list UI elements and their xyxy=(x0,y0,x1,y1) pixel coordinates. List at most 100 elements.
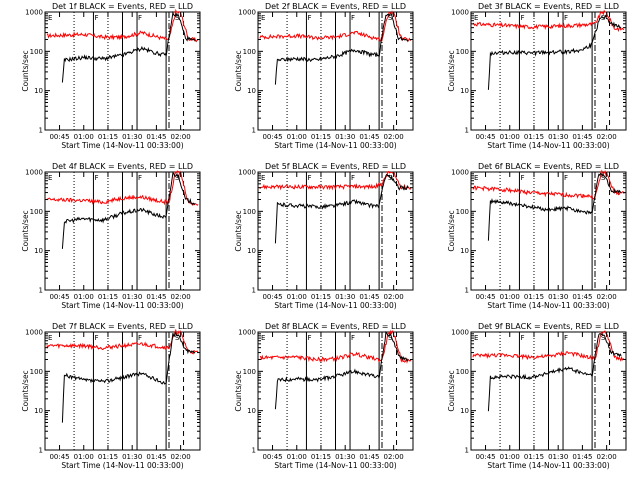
y-axis-label: Counts/sec xyxy=(21,370,30,411)
flag-label: F xyxy=(307,14,311,22)
x-tick-label: 01:45 xyxy=(572,133,592,141)
y-tick-label: 1 xyxy=(465,127,469,135)
x-axis-label: Start Time (14-Nov-11 00:33:00) xyxy=(274,141,396,150)
x-axis-label: Start Time (14-Nov-11 00:33:00) xyxy=(61,461,183,470)
y-axis-label: Counts/sec xyxy=(447,370,456,411)
y-tick-label: 100 xyxy=(243,48,256,56)
y-tick-label: 1000 xyxy=(238,169,256,177)
lld-series-line xyxy=(46,8,199,43)
y-tick-label: 100 xyxy=(456,208,469,216)
y-tick-label: 1 xyxy=(39,127,43,135)
events-series-line xyxy=(274,173,409,244)
y-tick-label: 10 xyxy=(247,87,256,95)
x-tick-label: 02:00 xyxy=(597,293,617,301)
panel-title: Det 1f BLACK = Events, RED = LLD xyxy=(52,2,193,11)
y-tick-label: 1 xyxy=(252,127,256,135)
detector-panel: Det 8f BLACK = Events, RED = LLD E F F S 1 10 1… xyxy=(213,320,426,480)
x-tick-label: 01:00 xyxy=(500,453,520,461)
x-tick-label: 01:30 xyxy=(122,453,142,461)
events-series-line xyxy=(61,10,196,83)
y-tick-label: 10 xyxy=(460,247,469,255)
y-axis-label: Counts/sec xyxy=(234,210,243,251)
flag-label: S xyxy=(601,174,606,182)
y-tick-label: 1 xyxy=(252,287,256,295)
flag-label: F xyxy=(520,334,524,342)
flag-label: E xyxy=(474,174,478,182)
x-tick-label: 01:00 xyxy=(287,293,307,301)
flag-label: F xyxy=(307,174,311,182)
x-tick-label: 01:45 xyxy=(359,133,379,141)
events-series-line xyxy=(487,14,622,90)
x-tick-label: 02:00 xyxy=(171,293,191,301)
y-tick-label: 1 xyxy=(39,447,43,455)
x-tick-label: 01:00 xyxy=(500,293,520,301)
panel-title: Det 4f BLACK = Events, RED = LLD xyxy=(52,162,193,171)
x-tick-label: 01:00 xyxy=(500,133,520,141)
events-series-line xyxy=(487,333,622,412)
flag-label: E xyxy=(48,174,52,182)
y-tick-label: 100 xyxy=(30,368,43,376)
x-tick-label: 00:45 xyxy=(475,293,495,301)
x-tick-label: 01:00 xyxy=(287,453,307,461)
x-tick-label: 00:45 xyxy=(262,293,282,301)
y-tick-label: 10 xyxy=(34,247,43,255)
x-axis-label: Start Time (14-Nov-11 00:33:00) xyxy=(487,141,609,150)
x-tick-label: 02:00 xyxy=(384,453,404,461)
x-tick-label: 01:45 xyxy=(359,453,379,461)
x-axis-label: Start Time (14-Nov-11 00:33:00) xyxy=(274,461,396,470)
flag-label: E xyxy=(261,334,265,342)
panel-title: Det 3f BLACK = Events, RED = LLD xyxy=(478,2,619,11)
flag-label: F xyxy=(138,334,142,342)
x-tick-label: 02:00 xyxy=(597,133,617,141)
flag-label: F xyxy=(564,334,568,342)
x-axis-label: Start Time (14-Nov-11 00:33:00) xyxy=(61,141,183,150)
y-axis-label: Counts/sec xyxy=(447,210,456,251)
y-tick-label: 10 xyxy=(34,87,43,95)
x-axis-label: Start Time (14-Nov-11 00:33:00) xyxy=(61,301,183,310)
x-tick-label: 01:00 xyxy=(287,133,307,141)
panel-title: Det 7f BLACK = Events, RED = LLD xyxy=(52,322,193,331)
x-tick-label: 01:30 xyxy=(548,133,568,141)
x-tick-label: 01:45 xyxy=(572,453,592,461)
detector-panel: Det 1f BLACK = Events, RED = LLD E F F S 1 10 1… xyxy=(0,0,213,160)
y-tick-label: 1000 xyxy=(238,9,256,17)
x-tick-label: 00:45 xyxy=(475,133,495,141)
y-tick-label: 100 xyxy=(30,48,43,56)
x-tick-label: 02:00 xyxy=(597,453,617,461)
x-tick-label: 01:15 xyxy=(524,453,544,461)
flag-label: E xyxy=(261,14,265,22)
y-tick-label: 100 xyxy=(456,48,469,56)
events-series-line xyxy=(61,172,196,249)
flag-label: S xyxy=(601,334,606,342)
events-series-line xyxy=(274,13,409,85)
flag-label: E xyxy=(48,14,52,22)
detector-panel: Det 5f BLACK = Events, RED = LLD E F F S 1 10 1… xyxy=(213,160,426,320)
x-tick-label: 00:45 xyxy=(49,133,69,141)
flag-label: F xyxy=(520,174,524,182)
panel-title: Det 6f BLACK = Events, RED = LLD xyxy=(478,162,619,171)
y-tick-label: 1 xyxy=(252,447,256,455)
flag-label: F xyxy=(138,174,142,182)
y-tick-label: 1000 xyxy=(25,169,43,177)
lld-series-line xyxy=(472,9,625,33)
x-tick-label: 01:30 xyxy=(548,293,568,301)
lld-series-line xyxy=(46,170,199,206)
x-tick-label: 01:00 xyxy=(74,133,94,141)
y-tick-label: 1000 xyxy=(451,169,469,177)
x-axis-label: Start Time (14-Nov-11 00:33:00) xyxy=(487,301,609,310)
x-tick-label: 01:45 xyxy=(146,453,166,461)
x-tick-label: 02:00 xyxy=(171,453,191,461)
y-axis-label: Counts/sec xyxy=(234,370,243,411)
y-tick-label: 1 xyxy=(39,287,43,295)
flag-label: E xyxy=(48,334,52,342)
x-tick-label: 02:00 xyxy=(171,133,191,141)
x-tick-label: 01:30 xyxy=(335,133,355,141)
y-tick-label: 100 xyxy=(243,368,256,376)
flag-label: S xyxy=(175,334,180,342)
x-tick-label: 00:45 xyxy=(475,453,495,461)
x-tick-label: 01:45 xyxy=(146,293,166,301)
panel-title: Det 5f BLACK = Events, RED = LLD xyxy=(265,162,406,171)
